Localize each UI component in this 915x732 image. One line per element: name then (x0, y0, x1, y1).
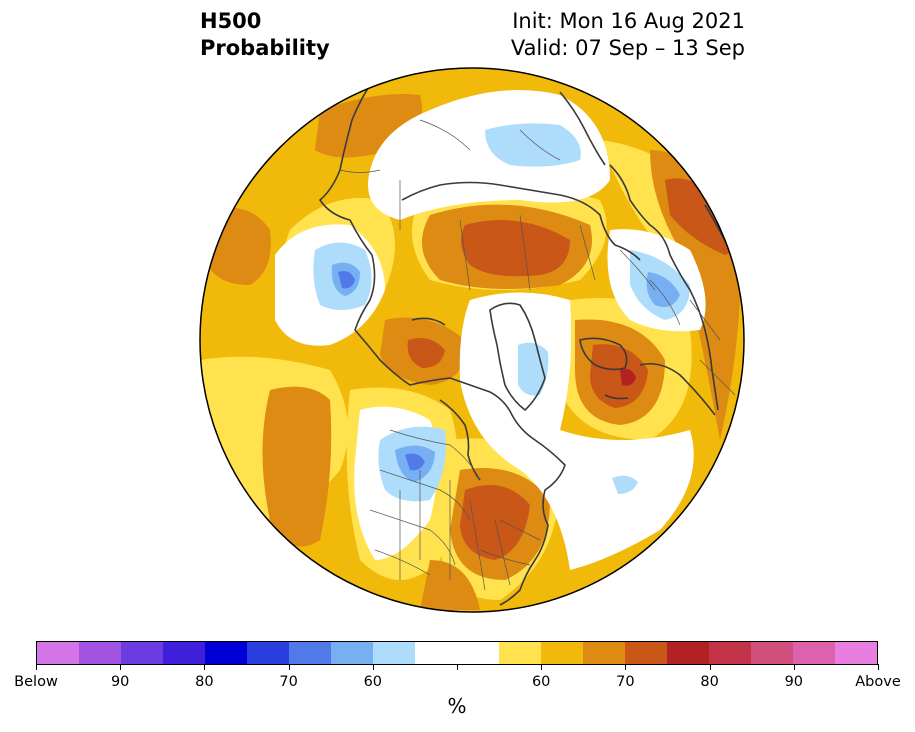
colorbar-swatch-10 (457, 642, 499, 664)
init-date: Init: Mon 16 Aug 2021 (512, 9, 745, 33)
colorbar-tick (625, 664, 627, 670)
colorbar-tick (204, 664, 206, 670)
title-line-1: H500 (200, 9, 262, 33)
colorbar-swatch-1 (79, 642, 121, 664)
colorbar-swatch-2 (121, 642, 163, 664)
colorbar-swatch-18 (793, 642, 835, 664)
colorbar-tick-label: Above (855, 674, 901, 690)
colorbar-swatches (36, 641, 878, 665)
date-info: Init: Mon 16 Aug 2021 Valid: 07 Sep – 13… (511, 8, 745, 62)
colorbar-tick (457, 664, 458, 670)
field-blue (338, 271, 425, 471)
colorbar-tick-label: 70 (616, 674, 635, 690)
colorbar-swatch-7 (331, 642, 373, 664)
colorbar-tick-label: 70 (279, 674, 298, 690)
colorbar-ticks (36, 664, 879, 672)
colorbar-tick (541, 664, 543, 670)
colorbar-tick-label: 60 (531, 674, 551, 690)
colorbar-swatch-19 (835, 642, 877, 664)
colorbar-tick-label: 80 (700, 674, 719, 690)
colorbar-swatch-9 (415, 642, 457, 664)
title-line-2: Probability (200, 36, 330, 60)
colorbar (36, 641, 878, 665)
borders (339, 119, 736, 591)
colorbar-swatch-14 (625, 642, 667, 664)
colorbar-swatch-11 (499, 642, 541, 664)
colorbar-tick-label: Below (14, 674, 58, 690)
chart-title: H500 Probability (200, 8, 330, 62)
colorbar-swatch-3 (163, 642, 205, 664)
colorbar-swatch-0 (37, 642, 79, 664)
colorbar-tick (709, 664, 711, 670)
colorbar-swatch-12 (541, 642, 583, 664)
map-boundary (199, 67, 745, 613)
colorbar-swatch-8 (373, 642, 415, 664)
valid-range: Valid: 07 Sep – 13 Sep (510, 36, 745, 60)
field-red-core (620, 369, 636, 386)
colorbar-tick-label: 80 (195, 674, 214, 690)
colorbar-swatch-13 (583, 642, 625, 664)
colorbar-tick (878, 664, 879, 670)
colorbar-swatch-17 (751, 642, 793, 664)
colorbar-tick-label: 90 (110, 674, 130, 690)
colorbar-tick-label: 90 (784, 674, 804, 690)
colorbar-swatch-5 (247, 642, 289, 664)
colorbar-tick-label: 60 (363, 674, 383, 690)
colorbar-swatch-6 (289, 642, 331, 664)
colorbar-tick (372, 664, 374, 670)
colorbar-tick (36, 664, 37, 670)
colorbar-swatch-16 (709, 642, 751, 664)
field-dark-orange (407, 178, 737, 560)
colorbar-swatch-4 (205, 642, 247, 664)
colorbar-tick (793, 664, 795, 670)
colorbar-tick (120, 664, 122, 670)
probability-field (200, 68, 744, 612)
colorbar-swatch-15 (667, 642, 709, 664)
colorbar-unit-label: % (447, 694, 467, 718)
colorbar-tick (288, 664, 290, 670)
